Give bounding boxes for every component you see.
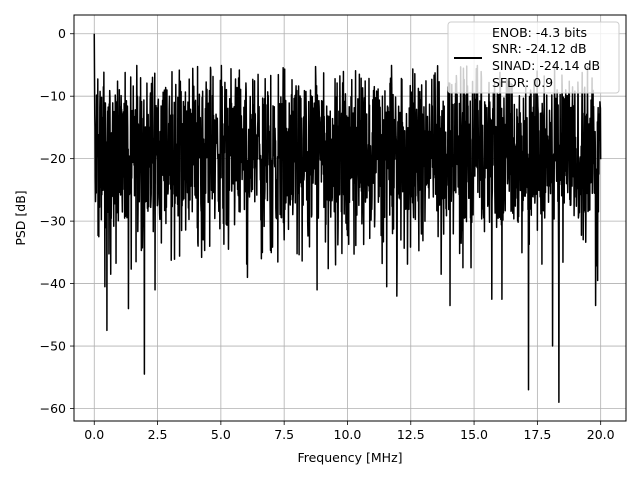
y-tick-label: −10 bbox=[40, 89, 66, 104]
y-axis-label: PSD [dB] bbox=[13, 190, 28, 245]
legend-box bbox=[447, 21, 620, 94]
legend-entry-snr: SNR: -24.12 dB bbox=[492, 41, 587, 56]
y-tick-label: −20 bbox=[40, 151, 66, 166]
legend-entry-enob: ENOB: -4.3 bits bbox=[492, 25, 587, 40]
y-tick-label: −40 bbox=[40, 276, 66, 291]
x-tick-label: 2.5 bbox=[148, 427, 168, 442]
y-tick-label: −30 bbox=[40, 214, 66, 229]
psd-series bbox=[93, 33, 602, 404]
x-tick-label: 7.5 bbox=[274, 427, 294, 442]
y-axis-ticks: 0 −10 −20 −30 −40 −50 −60 bbox=[40, 26, 74, 416]
x-tick-label: 12.5 bbox=[397, 427, 425, 442]
plot-frame bbox=[73, 14, 627, 422]
x-tick-label: 15.0 bbox=[460, 427, 488, 442]
y-tick-label: −50 bbox=[40, 339, 66, 354]
legend-entry-sinad: SINAD: -24.14 dB bbox=[492, 58, 600, 73]
psd-line bbox=[93, 33, 602, 404]
x-axis-ticks: 0.0 2.5 5.0 7.5 10.0 12.5 15.0 17.5 20.0 bbox=[84, 421, 615, 442]
x-tick-label: 17.5 bbox=[523, 427, 551, 442]
y-tick-label: 0 bbox=[58, 26, 66, 41]
x-axis-label: Frequency [MHz] bbox=[297, 450, 402, 465]
x-tick-label: 5.0 bbox=[211, 427, 231, 442]
x-tick-label: 0.0 bbox=[84, 427, 104, 442]
x-tick-label: 20.0 bbox=[587, 427, 615, 442]
legend-entry-sfdr: SFDR: 0.9 bbox=[492, 75, 553, 90]
y-tick-label: −60 bbox=[40, 401, 66, 416]
x-tick-label: 10.0 bbox=[334, 427, 362, 442]
legend: ENOB: -4.3 bits SNR: -24.12 dB SINAD: -2… bbox=[447, 21, 620, 94]
